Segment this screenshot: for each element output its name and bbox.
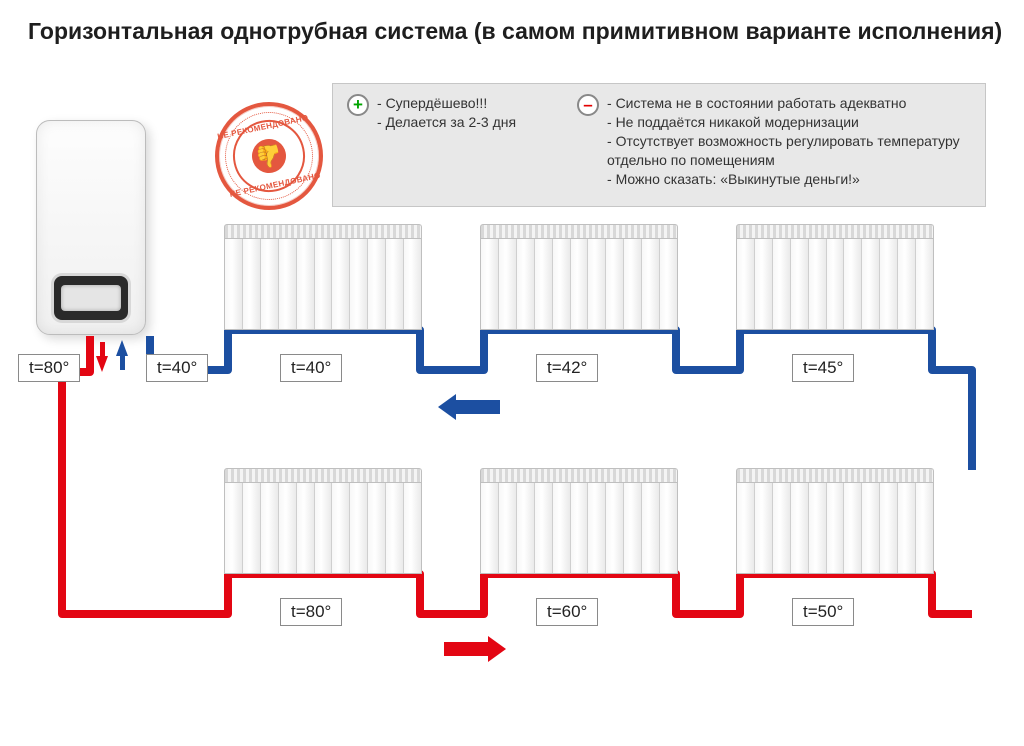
cons-list: Система не в состоянии работать адекватн… [607, 94, 971, 196]
temp-top-1: t=40° [280, 354, 342, 382]
temp-bot-3: t=50° [792, 598, 854, 626]
temp-top-2: t=42° [536, 354, 598, 382]
minus-icon: – [577, 94, 599, 116]
radiator-top-3 [736, 224, 934, 330]
cold-pipe [150, 330, 972, 470]
pros-list: Супердёшево!!! Делается за 2-3 дня [377, 94, 516, 196]
temp-bot-2: t=60° [536, 598, 598, 626]
hot-out-arrow-shaft [100, 342, 105, 356]
radiator-top-2 [480, 224, 678, 330]
cons-item: Система не в состоянии работать адекватн… [607, 94, 971, 113]
cons-column: – Система не в состоянии работать адеква… [577, 94, 971, 196]
pros-cons-box: + Супердёшево!!! Делается за 2-3 дня – С… [332, 83, 986, 207]
hot-out-arrow-icon [96, 356, 108, 372]
pros-column: + Супердёшево!!! Делается за 2-3 дня [347, 94, 577, 196]
temp-boiler-out: t=80° [18, 354, 80, 382]
stamp-text-top: НЕ РЕКОМЕНДОВАНО [217, 113, 310, 141]
page-title: Горизонтальная однотрубная система (в са… [28, 18, 1002, 45]
temp-boiler-in: t=40° [146, 354, 208, 382]
cons-item: Отсутствует возможность регулировать тем… [607, 132, 971, 170]
radiator-top-1 [224, 224, 422, 330]
cold-in-arrow-icon [116, 340, 128, 356]
not-recommended-stamp: НЕ РЕКОМЕНДОВАНО 👍 НЕ РЕКОМЕНДОВАНО [205, 92, 333, 220]
temp-bot-1: t=80° [280, 598, 342, 626]
radiator-bot-3 [736, 468, 934, 574]
boiler-icon [36, 120, 146, 335]
cold-in-arrow-shaft [120, 356, 125, 370]
pros-item: Супердёшево!!! [377, 94, 516, 113]
cons-item: Можно сказать: «Выкинутые деньги!» [607, 170, 971, 189]
thumb-down-icon: 👍 [249, 136, 289, 176]
pros-item: Делается за 2-3 дня [377, 113, 516, 132]
stamp-text-bottom: НЕ РЕКОМЕНДОВАНО [229, 171, 322, 199]
cons-item: Не поддаётся никакой модернизации [607, 113, 971, 132]
flow-arrow-return-icon [454, 400, 500, 414]
temp-top-3: t=45° [792, 354, 854, 382]
flow-arrow-supply-icon [444, 642, 490, 656]
boiler-panel [61, 285, 121, 311]
radiator-bot-1 [224, 468, 422, 574]
radiator-bot-2 [480, 468, 678, 574]
plus-icon: + [347, 94, 369, 116]
